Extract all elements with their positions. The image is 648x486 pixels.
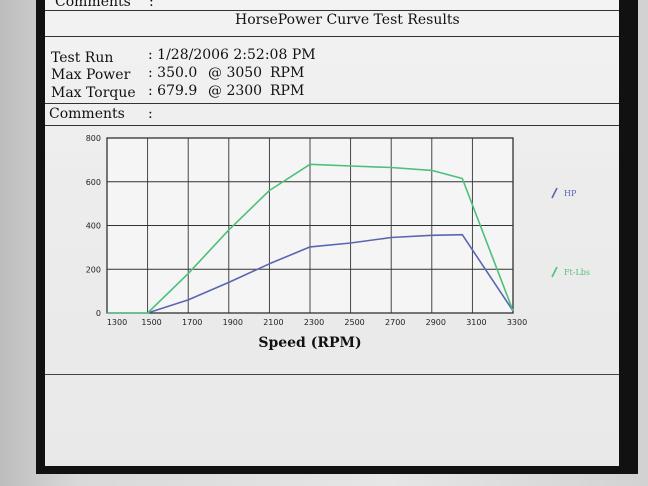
report-title: HorsePower Curve Test Results <box>235 12 460 28</box>
max-torque-rpm: @ 2300 <box>208 83 263 99</box>
y-tick-label: 0 <box>96 309 101 318</box>
chart-grid <box>106 137 514 314</box>
max-power-label: Max Power <box>51 67 131 83</box>
divider-line <box>45 36 619 37</box>
divider-line <box>45 125 619 126</box>
comments-colon: : <box>148 106 153 122</box>
legend-swatch <box>551 187 558 199</box>
max-torque-unit: RPM <box>270 83 305 99</box>
x-tick-label: 2300 <box>304 318 324 327</box>
comments-top-colon: : <box>149 0 154 10</box>
divider-line <box>45 103 619 104</box>
chart-labels: 0 200 400 600 800 1300 1500 1700 1900 2100 2300 250… <box>86 134 590 351</box>
max-power-rpm: @ 3050 <box>208 65 263 81</box>
x-tick-label: 1500 <box>141 318 161 327</box>
x-tick-label: 1300 <box>107 318 127 327</box>
x-tick-label: 3100 <box>466 318 486 327</box>
test-run-value: : 1/28/2006 2:52:08 PM <box>148 47 316 63</box>
divider-line <box>45 10 619 11</box>
x-tick-label: 2500 <box>344 318 364 327</box>
x-tick-label: 2700 <box>385 318 405 327</box>
x-axis-title: Speed (RPM) <box>258 335 361 351</box>
x-tick-label: 3300 <box>507 318 527 327</box>
x-tick-label: 2900 <box>426 318 446 327</box>
divider-line <box>45 374 619 375</box>
x-tick-label: 1900 <box>223 318 243 327</box>
legend-label: Ft-Lbs <box>564 268 590 277</box>
y-tick-label: 200 <box>86 265 101 274</box>
series-line-ft-lbs <box>107 163 514 314</box>
max-torque-value: : 679.9 <box>148 83 198 99</box>
y-tick-label: 400 <box>86 222 101 231</box>
x-tick-label: 2100 <box>263 318 283 327</box>
test-run-label: Test Run <box>51 50 114 66</box>
series-line-hp <box>147 233 514 314</box>
max-torque-label: Max Torque <box>51 85 136 101</box>
legend-label: HP <box>564 189 577 198</box>
max-power-value: : 350.0 <box>148 65 198 81</box>
comments-top-label: Comments <box>55 0 131 10</box>
chart-series <box>107 163 514 314</box>
max-power-unit: RPM <box>270 65 305 81</box>
x-tick-label: 1700 <box>182 318 202 327</box>
comments-label: Comments <box>49 106 125 122</box>
legend-swatch <box>551 266 558 278</box>
y-tick-label: 600 <box>86 178 101 187</box>
y-tick-label: 800 <box>86 134 101 143</box>
